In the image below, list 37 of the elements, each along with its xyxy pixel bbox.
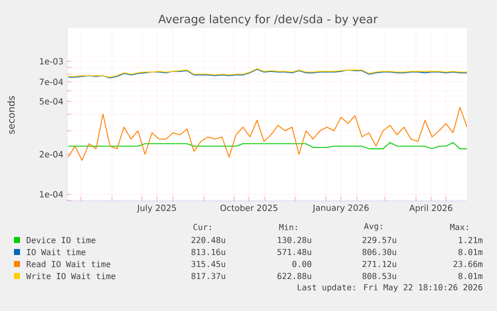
text: Cur:	[193, 224, 211, 230]
text: Avg:	[364, 223, 382, 231]
text: 808.53u	[362, 272, 396, 280]
text: 271.12u	[362, 260, 396, 268]
legend-label: Read IO Wait time	[26, 260, 110, 268]
text: 229.57u	[362, 236, 396, 244]
legend-label: Device IO time	[26, 236, 96, 244]
text: 315.45u	[192, 260, 226, 268]
text: 220.48u	[192, 236, 226, 244]
text: 806.30u	[362, 248, 396, 256]
text: 8.01m	[458, 272, 482, 280]
text: 813.16u	[191, 248, 226, 256]
text: 0.00	[292, 260, 312, 268]
y-tick-label: 1e-03	[40, 58, 63, 65]
text: Last update: Fri May 22 18:10:26 2026	[298, 284, 482, 292]
x-tick-label: January 2026	[312, 204, 369, 213]
legend-label: IO Wait time	[27, 248, 86, 256]
text: Max:	[450, 224, 468, 230]
x-tick-label: April 2026	[409, 204, 452, 213]
x-tick-label: July 2025	[136, 204, 176, 213]
text: 1.21m	[458, 236, 482, 244]
chart-title: Average latency for /dev/sda - by year	[158, 14, 378, 26]
text: 130.28u	[278, 236, 312, 244]
text: 23.66m	[454, 260, 482, 268]
y-tick-label: 5e-04	[40, 98, 63, 105]
legend-label: Write IO Wait time	[26, 272, 116, 280]
y-tick-label: 1e-04	[40, 191, 63, 198]
y-axis-title: seconds	[7, 96, 15, 134]
text: 817.37u	[191, 272, 226, 280]
y-tick-label: 7e-04	[40, 78, 63, 86]
text: Min:	[279, 224, 297, 230]
text: 622.88u	[277, 272, 312, 280]
text: 8.01m	[458, 248, 482, 256]
y-tick-label: 2e-04	[40, 151, 63, 158]
text: 571.48u	[278, 248, 312, 256]
x-tick-label: October 2025	[220, 204, 278, 212]
line-series	[68, 106, 468, 161]
